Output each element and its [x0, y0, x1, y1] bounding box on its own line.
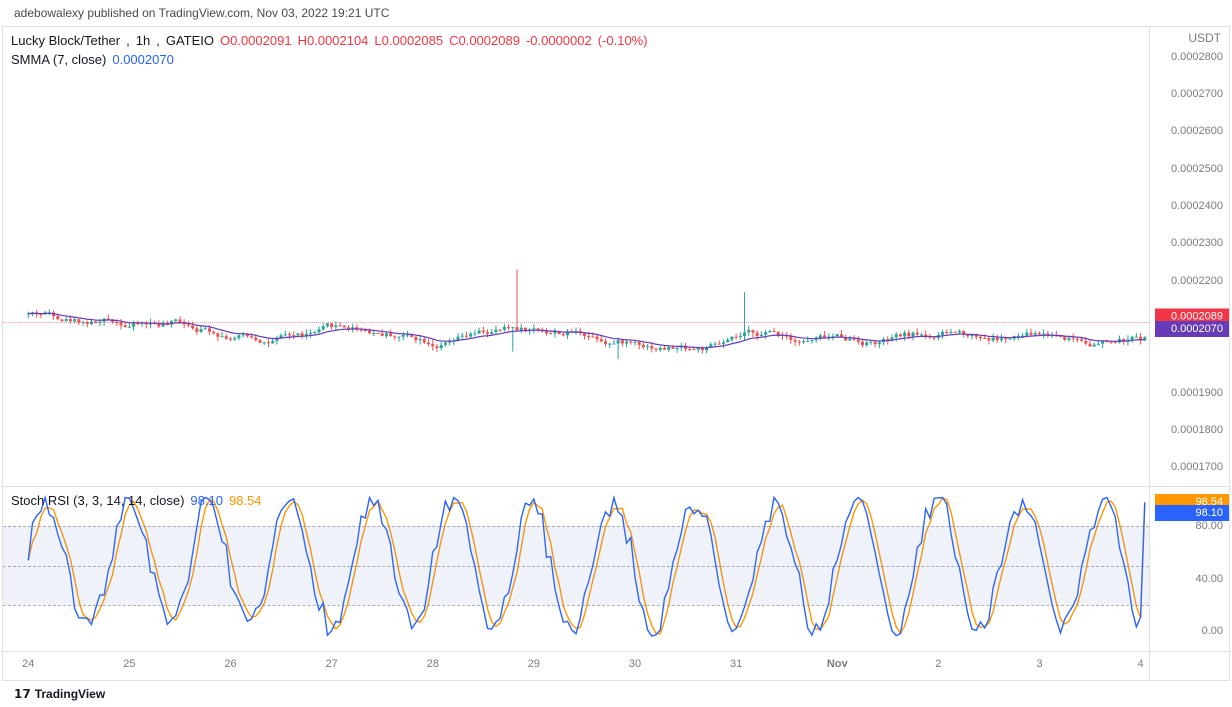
ohlc-close: 0.0002089: [458, 33, 519, 48]
publish-date: Nov 03, 2022 19:21 UTC: [257, 6, 390, 20]
x-tick: 25: [123, 658, 135, 670]
y-tick: 0.0002700: [1171, 88, 1223, 100]
exchange-label[interactable]: GATEIO: [166, 33, 214, 48]
rsi-legend: Stoch RSI (3, 3, 14, 14, close) 98.10 98…: [11, 493, 262, 512]
publish-author: adebowalexy: [14, 6, 84, 20]
rsi-line-80: [3, 526, 1149, 527]
ohlc-change: -0.0000002: [526, 33, 592, 48]
publish-verb: published on: [87, 6, 155, 20]
main-legend: Lucky Block/Tether, 1h, GATEIO O0.000209…: [11, 33, 648, 71]
x-tick: 29: [528, 658, 540, 670]
x-tick: 27: [326, 658, 338, 670]
smma-value: 0.0002070: [112, 52, 173, 67]
y-tick: 0.0002200: [1171, 275, 1223, 287]
y-tick: 0.0002300: [1171, 237, 1223, 249]
x-tick: 2: [935, 658, 941, 670]
x-tick: 4: [1138, 658, 1144, 670]
rsi-k-flag: 98.10: [1155, 505, 1229, 521]
y-tick: 0.0002800: [1171, 51, 1223, 63]
publish-site: TradingView.com: [159, 6, 250, 20]
close-price-line: [3, 322, 1149, 323]
y-tick: 0.0002600: [1171, 125, 1223, 137]
smma-label[interactable]: SMMA (7, close): [11, 52, 106, 67]
chart-container: Lucky Block/Tether, 1h, GATEIO O0.000209…: [2, 26, 1230, 681]
tradingview-logo-icon: 𝟭𝟳: [14, 687, 31, 701]
x-tick: 28: [427, 658, 439, 670]
rsi-y-tick: 40.00: [1195, 573, 1223, 585]
main-chart[interactable]: Lucky Block/Tether, 1h, GATEIO O0.000209…: [3, 27, 1229, 487]
rsi-y-tick: 0.00: [1202, 625, 1223, 637]
ohlc-pct: (-0.10%): [598, 33, 648, 48]
x-tick: 26: [224, 658, 236, 670]
rsi-label[interactable]: Stoch RSI (3, 3, 14, 14, close): [11, 493, 184, 508]
y-tick: 0.0001800: [1171, 424, 1223, 436]
interval-label[interactable]: 1h: [136, 33, 150, 48]
ohlc-open: 0.0002091: [230, 33, 291, 48]
ohlc-low: 0.0002085: [382, 33, 443, 48]
rsi-y-axis[interactable]: 80.0040.000.0098.5498.10: [1149, 487, 1229, 651]
y-tick: 0.0002500: [1171, 163, 1223, 175]
rsi-line-50: [3, 566, 1149, 567]
x-tick: 3: [1036, 658, 1042, 670]
ohlc-high: 0.0002104: [307, 33, 368, 48]
footer-text: TradingView: [35, 687, 105, 701]
y-tick: 0.0001700: [1171, 461, 1223, 473]
rsi-y-tick: 80.00: [1195, 520, 1223, 532]
x-tick: Nov: [827, 658, 848, 670]
rsi-line-20: [3, 605, 1149, 606]
x-tick: 30: [629, 658, 641, 670]
publish-info: adebowalexy published on TradingView.com…: [0, 0, 1232, 26]
x-axis[interactable]: 24 25 26 27 28 29 30 31 Nov 2 3 4: [3, 652, 1229, 680]
y-tick: 0.0001900: [1171, 387, 1223, 399]
y-tick: 0.0002400: [1171, 200, 1223, 212]
rsi-k-value: 98.10: [190, 493, 223, 508]
rsi-chart[interactable]: Stoch RSI (3, 3, 14, 14, close) 98.10 98…: [3, 487, 1229, 652]
x-tick: 24: [22, 658, 34, 670]
smma-price-flag: 0.0002070: [1155, 321, 1229, 337]
main-y-axis[interactable]: USDT 0.0002800 0.0002700 0.0002600 0.000250…: [1149, 27, 1229, 486]
symbol-name[interactable]: Lucky Block/Tether: [11, 33, 120, 48]
x-tick: 31: [730, 658, 742, 670]
y-axis-title: USDT: [1188, 31, 1221, 45]
rsi-d-value: 98.54: [229, 493, 262, 508]
footer: 𝟭𝟳 TradingView: [0, 681, 1232, 707]
